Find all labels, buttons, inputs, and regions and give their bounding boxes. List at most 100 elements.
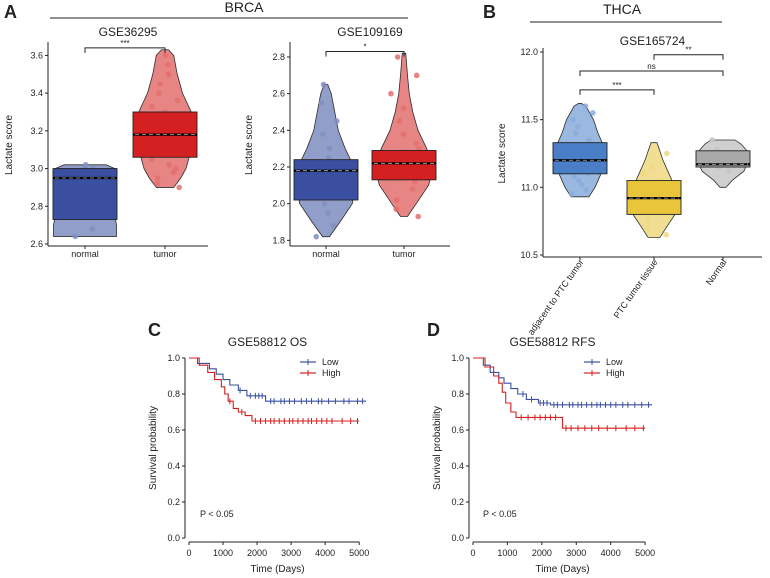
panel-letter-a: A: [4, 2, 17, 22]
x-axis-label: Time (Days): [250, 564, 304, 575]
data-point: [320, 131, 326, 137]
significance-bracket: [579, 70, 724, 76]
data-point: [326, 145, 333, 152]
x-tick-label: 5000: [635, 548, 655, 558]
x-tick-label: 4000: [315, 548, 335, 558]
data-point: [644, 225, 651, 231]
km-curve-low: [473, 357, 652, 406]
data-point: [586, 137, 593, 143]
data-point: [173, 165, 179, 172]
y-tick-label: 3.0: [30, 164, 43, 174]
box-adjacent-to-ptc-tumor: [552, 142, 608, 175]
data-point: [644, 218, 651, 224]
y-tick-label: 2.2: [272, 162, 285, 172]
data-point: [82, 162, 89, 168]
y-tick-label: 1.8: [272, 235, 285, 245]
data-point: [396, 118, 403, 124]
y-tick-label: 3.2: [30, 126, 43, 136]
significance-label: *: [363, 43, 366, 52]
y-tick-label: 0.8: [167, 389, 180, 399]
data-point: [575, 123, 581, 130]
chart-title: GSE36295: [99, 25, 158, 39]
y-tick-label: 1.0: [451, 353, 464, 363]
y-axis-label: Survival probability: [148, 406, 159, 490]
y-axis-label: Lactate score: [244, 115, 255, 175]
box-normal: [293, 159, 359, 201]
significance-label: ***: [612, 81, 621, 90]
category-label: Normal: [704, 257, 729, 287]
data-point: [388, 90, 394, 97]
significance-label: **: [685, 46, 691, 55]
chart-title: GSE165724: [620, 34, 686, 48]
category-label: tumor: [153, 249, 176, 259]
y-tick-label: 0.0: [167, 533, 180, 543]
data-point: [393, 197, 400, 203]
y-axis-label: Survival probability: [432, 406, 443, 490]
data-point: [583, 187, 590, 193]
category-label: normal: [312, 249, 340, 259]
data-point: [413, 140, 420, 146]
data-point: [154, 175, 161, 181]
km-curve-high: [189, 357, 360, 422]
data-point: [166, 162, 173, 168]
group-title-brca: BRCA: [225, 0, 265, 15]
data-point: [89, 226, 96, 232]
box-tumor: [371, 150, 437, 181]
data-point: [400, 105, 407, 112]
data-point: [413, 72, 420, 79]
x-tick-label: 5000: [349, 548, 369, 558]
y-tick-label: 0.4: [451, 461, 464, 471]
y-tick-label: 0.6: [167, 425, 180, 435]
data-point: [394, 54, 401, 60]
group-title-thca: THCA: [603, 1, 642, 17]
x-tick-label: 0: [186, 548, 191, 558]
data-point: [318, 100, 324, 106]
data-point: [72, 233, 79, 240]
legend-label-low: Low: [322, 357, 339, 367]
x-tick-label: 3000: [281, 548, 301, 558]
data-point: [726, 168, 732, 174]
y-axis-label: Lactate score: [497, 123, 508, 183]
x-tick-label: 2000: [532, 548, 552, 558]
data-point: [165, 62, 171, 68]
y-tick-label: 2.4: [272, 125, 285, 135]
data-point: [572, 130, 579, 136]
legend-label-low: Low: [606, 357, 623, 367]
significance-bracket: [325, 51, 405, 57]
plot-gse36295: GSE36295 2.6 2.8 3.0 3.2 3.4 3.6 Lactate score n…: [4, 25, 208, 259]
data-point: [415, 213, 421, 220]
data-point: [578, 181, 585, 188]
data-point: [709, 137, 715, 143]
data-point: [320, 81, 327, 88]
data-point: [155, 90, 162, 96]
significance-bracket: [84, 47, 166, 53]
p-value-annotation: P < 0.05: [200, 509, 234, 519]
data-point: [590, 110, 596, 116]
box-normal: [695, 150, 751, 168]
y-tick-label: 0.8: [451, 389, 464, 399]
data-point: [663, 231, 669, 238]
plot-gse165724: GSE165724 10.5 11.0 11.5 12.0 Lactate score ad…: [497, 34, 762, 337]
y-tick-label: 0.2: [167, 497, 180, 507]
significance-label: ***: [120, 39, 129, 48]
data-point: [176, 184, 182, 191]
km-curve-high: [473, 357, 646, 429]
y-tick-label: 0.0: [451, 533, 464, 543]
y-tick-label: 0.6: [451, 425, 464, 435]
plot-km-rfs: GSE58812 RFS 0.0 0.2 0.4 0.6 0.8 1.0 0 1000 2000 3…: [432, 335, 655, 575]
significance-bracket: [579, 89, 655, 95]
y-tick-label: 3.4: [30, 88, 43, 98]
panel-letter-d: D: [427, 320, 440, 340]
y-tick-label: 10.5: [520, 250, 538, 260]
y-axis-label: Lactate score: [4, 115, 15, 175]
data-point: [330, 222, 337, 229]
y-tick-label: 2.6: [272, 89, 285, 99]
legend-label-high: High: [322, 368, 341, 378]
y-tick-label: 2.8: [30, 201, 43, 211]
panel-letter-b: B: [483, 2, 496, 22]
x-tick-label: 1000: [497, 548, 517, 558]
data-point: [649, 164, 656, 170]
x-tick-label: 0: [470, 548, 475, 558]
significance-bracket: [653, 54, 724, 60]
